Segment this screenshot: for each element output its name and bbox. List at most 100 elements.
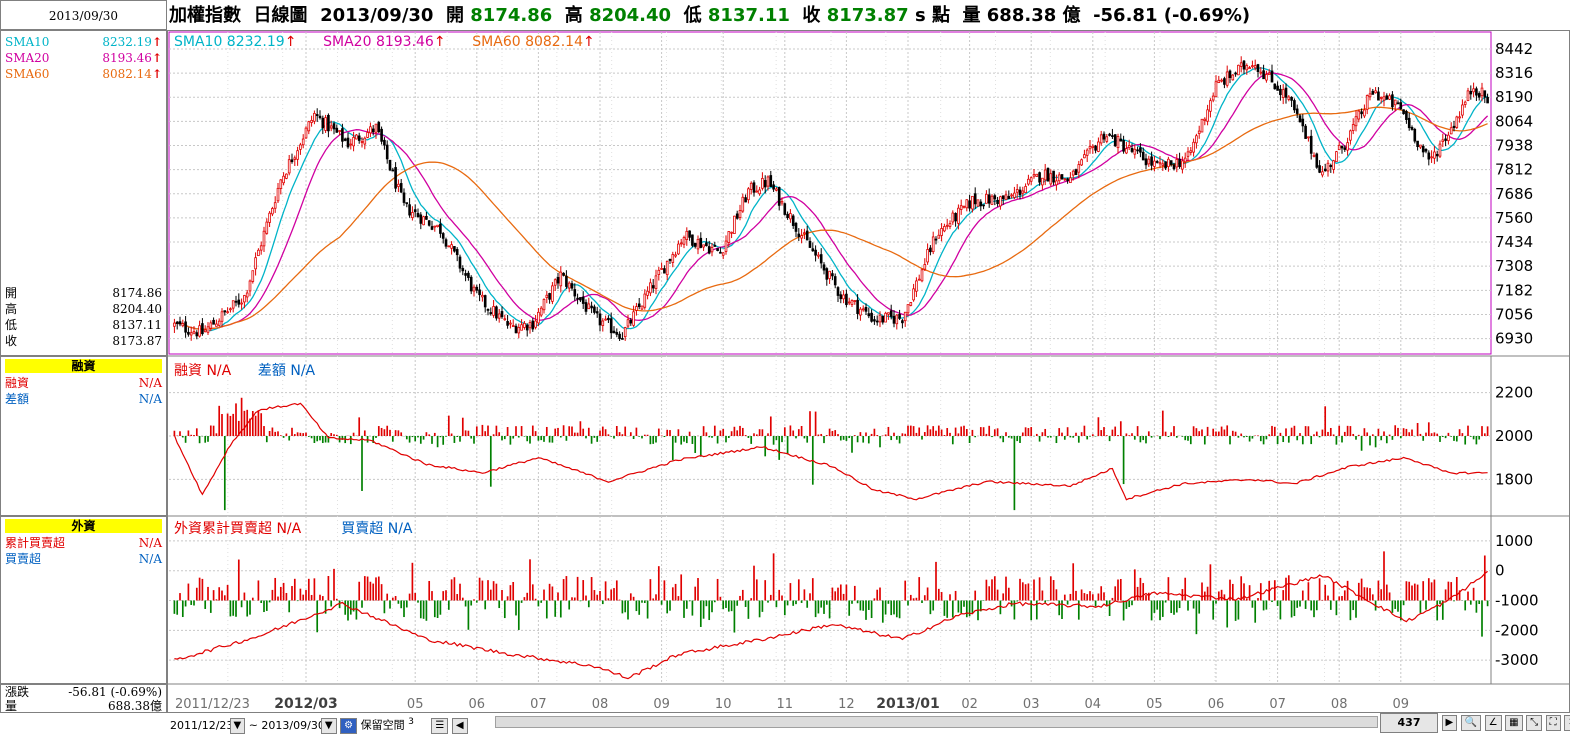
candle-body: [422, 216, 425, 226]
candle-body: [1046, 167, 1050, 182]
candle-body: [772, 184, 775, 190]
candle-body: [1290, 96, 1293, 101]
candle-body: [195, 332, 199, 337]
candle-body: [478, 289, 481, 296]
candle-body: [1038, 172, 1041, 183]
candle-body: [1200, 118, 1204, 133]
ma-line-sma60: [174, 106, 1488, 330]
close-row-label: 收: [5, 334, 18, 348]
candle-body: [1363, 109, 1366, 117]
candle-body: [929, 247, 932, 253]
candle-body: [405, 202, 409, 205]
candle-body: [850, 300, 854, 305]
candle-body: [203, 329, 207, 333]
candle-body: [716, 248, 719, 251]
left-panel-margin: 融資 融資 N/A 差額 N/A: [0, 356, 167, 516]
candle-body: [556, 277, 560, 284]
candle-body: [1147, 158, 1151, 165]
close-icon[interactable]: ✕: [1564, 715, 1570, 731]
diff-row-value: N/A: [138, 392, 162, 406]
candle-body: [436, 224, 439, 227]
candle-body: [1323, 168, 1327, 172]
high-row-value: 8204.40: [112, 302, 162, 316]
to-date-field[interactable]: 2013/09/30: [261, 718, 325, 732]
margin-row-value: N/A: [138, 376, 162, 390]
candle-body: [411, 212, 414, 219]
to-date-dropdown-button[interactable]: ▼: [320, 717, 337, 734]
calendar-icon[interactable]: ▦: [1505, 715, 1523, 731]
date-box-text: 2013/09/30: [48, 9, 119, 23]
candle-body: [730, 231, 733, 234]
candle-body: [1183, 157, 1187, 163]
foreign-net-label: 買賣超: [5, 552, 42, 566]
candle-body: [1424, 148, 1428, 152]
y-tick-label: 1000: [1495, 532, 1533, 550]
candle-body: [1337, 144, 1341, 151]
candle-body: [971, 195, 974, 210]
candle-body: [1365, 95, 1369, 110]
candle-body: [1444, 138, 1447, 141]
chart-area[interactable]: 8442 8316 8190 8064 7938 7812 7686 7560 7434 7308…: [167, 30, 1570, 713]
scroll-right-button[interactable]: ▶: [1441, 715, 1458, 731]
candle-body: [332, 123, 336, 130]
candle-body: [192, 331, 196, 334]
candle-body: [570, 283, 574, 289]
candle-body: [651, 285, 655, 289]
candle-body: [1410, 126, 1414, 130]
from-date-dropdown-button[interactable]: ▼: [229, 717, 246, 734]
up-arrow-icon: ↑: [151, 35, 162, 49]
y-tick-label: -3000: [1495, 651, 1539, 669]
candle-body: [1388, 95, 1391, 100]
candle-body: [632, 311, 635, 326]
candle-body: [576, 297, 579, 300]
candle-body: [1391, 94, 1394, 108]
candle-body: [1063, 178, 1067, 181]
candle-body: [839, 294, 843, 300]
change-row-value: -56.81 (-0.69%): [68, 685, 162, 699]
candle-body: [945, 224, 949, 227]
y-tick-label: 1800: [1495, 470, 1533, 488]
candle-body: [646, 290, 649, 296]
horizontal-scrollbar[interactable]: [495, 716, 1378, 728]
candle-body: [1251, 65, 1254, 68]
candle-body: [1097, 141, 1100, 152]
candle-body: [881, 316, 885, 323]
candle-body: [1253, 65, 1257, 69]
settings-icon[interactable]: ⚙: [340, 717, 358, 734]
candle-body: [240, 302, 243, 305]
candle-body: [1441, 139, 1445, 142]
fullscreen-icon[interactable]: ⛶: [1545, 715, 1561, 731]
candle-body: [979, 201, 983, 207]
candle-body: [1099, 134, 1103, 144]
candle-body: [1455, 116, 1459, 128]
scroll-left-button[interactable]: ◀: [451, 717, 468, 734]
candle-body: [1463, 101, 1467, 105]
candle-body: [545, 294, 549, 298]
candle-body: [665, 260, 669, 276]
fit-icon[interactable]: ⤡: [1526, 715, 1543, 731]
candle-body: [1029, 177, 1033, 182]
draw-icon[interactable]: ∠: [1484, 715, 1502, 731]
candle-body: [1206, 109, 1209, 122]
from-date-field[interactable]: 2011/12/23: [170, 718, 234, 732]
sma60-row: SMA60 8082.14↑: [5, 66, 162, 82]
candle-body: [259, 245, 263, 251]
candle-body: [1276, 85, 1279, 91]
candle-body: [775, 188, 778, 191]
foreign-cum-row: 累計買賣超 N/A: [5, 535, 162, 551]
candle-body: [833, 276, 837, 286]
candle-body: [523, 322, 526, 328]
up-arrow-icon: ↑: [151, 67, 162, 81]
candle-body: [1021, 190, 1025, 194]
y-tick-label: 7308: [1495, 257, 1533, 275]
candle-body: [943, 226, 946, 232]
sma60-label: SMA60: [5, 67, 50, 81]
candle-body: [251, 270, 255, 282]
candle-body: [1371, 90, 1375, 95]
candle-body: [626, 319, 630, 327]
candle-body: [1015, 189, 1019, 193]
candle-body: [335, 127, 339, 133]
zoom-in-icon[interactable]: 🔍: [1460, 715, 1482, 731]
layout-icon[interactable]: ☰: [431, 717, 449, 734]
candle-body: [1393, 99, 1397, 106]
